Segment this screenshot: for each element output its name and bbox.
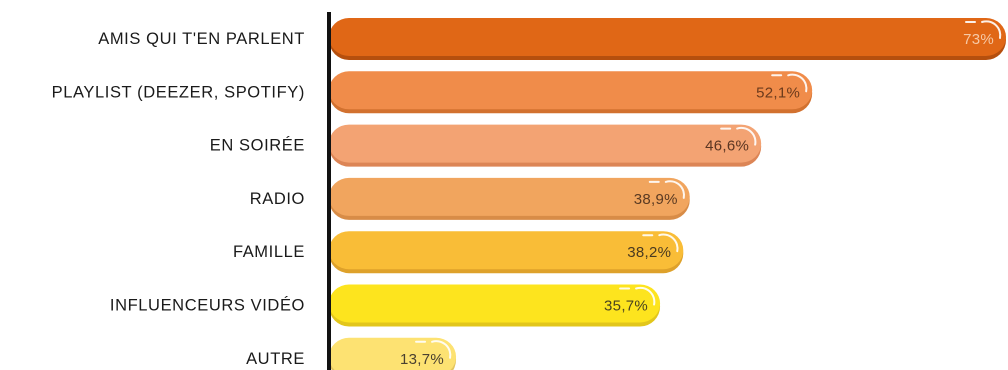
bar-group: 52,1% (329, 71, 813, 114)
bar (329, 231, 684, 270)
bar-value-label: 38,9% (634, 191, 678, 208)
bar-highlight (635, 286, 656, 306)
bar-highlight (736, 127, 757, 146)
bar (329, 284, 661, 323)
bar (329, 124, 762, 163)
bar-value-label: 35,7% (604, 298, 648, 315)
category-label: FAMILLE (233, 243, 305, 261)
bar-highlight (981, 20, 1002, 39)
bar-highlight (658, 233, 679, 253)
category-labels-group: AMIS QUI T'EN PARLENT PLAYLIST (DEEZER, S… (52, 30, 305, 368)
bar-group: 35,7% (329, 284, 661, 327)
bar-value-label: 38,2% (627, 244, 671, 261)
bar-group: 38,9% (329, 177, 690, 220)
bar-highlight (664, 180, 686, 199)
category-label: PLAYLIST (DEEZER, SPOTIFY) (52, 83, 305, 101)
bar (329, 18, 1006, 56)
bar-group: 38,2% (329, 231, 684, 274)
category-label: INFLUENCEURS VIDÉO (110, 296, 305, 315)
bar (329, 337, 457, 370)
bar-group: 46,6% (329, 124, 762, 167)
bar (329, 177, 690, 216)
bar-group: 13,7% (329, 337, 457, 370)
bar-value-label: 46,6% (705, 138, 749, 155)
category-label: EN SOIRÉE (210, 136, 305, 155)
bars-group: 73% 52,1% 46,6% 38,9% 38,2% 35,7% 13,7% (329, 18, 1006, 370)
bar (329, 71, 813, 110)
category-label: RADIO (250, 190, 305, 208)
bar-value-label: 73% (963, 31, 994, 48)
bar-highlight (431, 340, 452, 359)
bar-value-label: 52,1% (756, 84, 800, 101)
bar-highlight (787, 73, 808, 93)
bar-value-label: 13,7% (400, 351, 444, 368)
bar-group: 73% (329, 18, 1006, 60)
category-label: AMIS QUI T'EN PARLENT (98, 30, 305, 48)
category-label: AUTRE (246, 350, 305, 368)
